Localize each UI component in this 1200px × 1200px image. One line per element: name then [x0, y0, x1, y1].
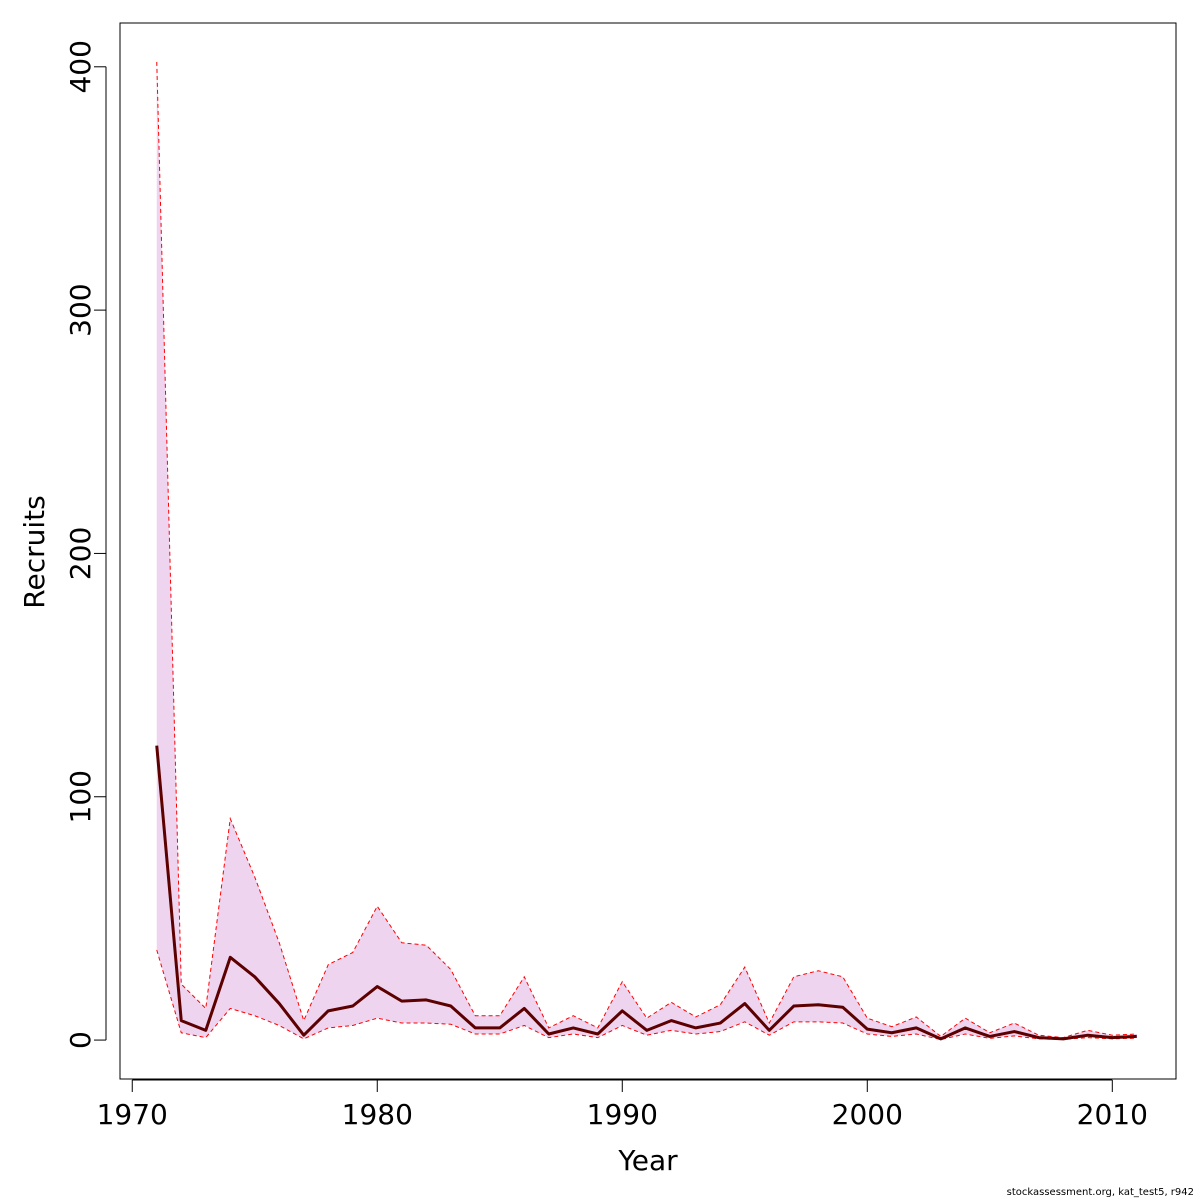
- x-axis: 1970 1980 1990 2000 2010: [97, 1079, 1148, 1131]
- estimate-line: [155, 745, 1137, 1041]
- lower-bound-line: [156, 949, 1137, 1041]
- plot-frame: [119, 22, 1177, 1080]
- confidence-band: [156, 61, 1137, 1040]
- confidence-band-area: [156, 61, 1137, 1040]
- y-axis-title: Recruits: [18, 495, 51, 608]
- y-tick-label: 300: [64, 283, 97, 336]
- y-axis: 0 100 200 300 400: [64, 40, 107, 1049]
- y-tick-label: 0: [64, 1031, 97, 1049]
- y-tick-label: 200: [64, 527, 97, 580]
- series-lines: [155, 61, 1137, 1041]
- x-tick-label: 1990: [587, 1098, 658, 1131]
- credit-text: stockassessment.org, kat_test5, r942: [1006, 1187, 1194, 1198]
- x-axis-title: Year: [617, 1144, 678, 1177]
- x-tick-label: 2000: [832, 1098, 903, 1131]
- upper-bound-line: [156, 61, 1137, 1039]
- x-tick-label: 2010: [1077, 1098, 1148, 1131]
- x-tick-label: 1970: [97, 1098, 168, 1131]
- x-tick-label: 1980: [342, 1098, 413, 1131]
- y-tick-label: 100: [64, 770, 97, 823]
- y-tick-label: 400: [64, 40, 97, 93]
